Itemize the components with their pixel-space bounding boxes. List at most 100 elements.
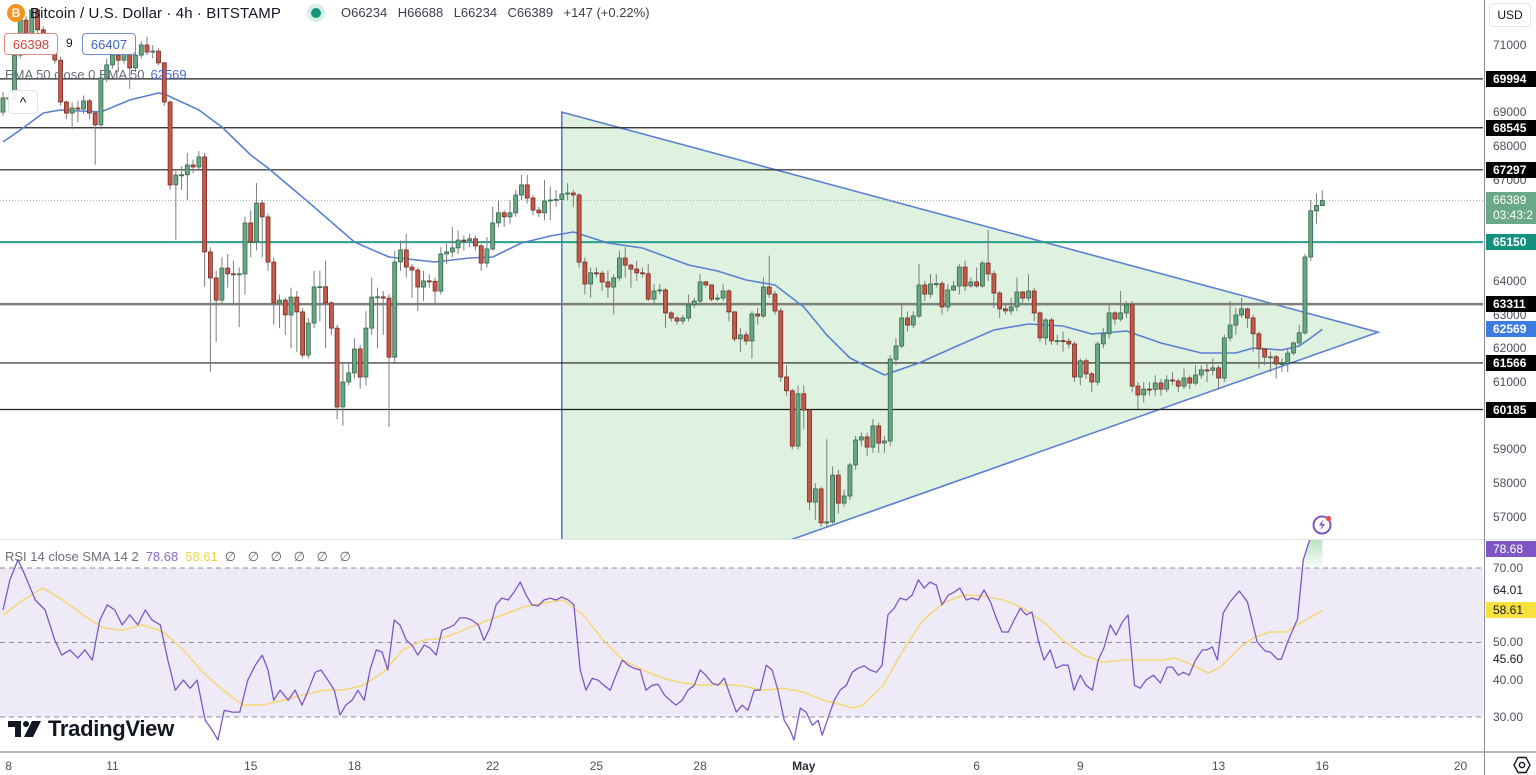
candle-body (686, 304, 691, 319)
candle-body (853, 439, 858, 466)
candle-body (997, 292, 1003, 310)
rsi-line (2, 540, 1312, 741)
time-tick-label: 25 (589, 759, 604, 773)
price-level-label[interactable]: 62569 (1486, 321, 1536, 338)
rsi-legend[interactable]: RSI 14 close SMA 14 2 78.68 58.61 ∅ ∅ ∅ ∅ ∅… (5, 549, 355, 565)
price-level-label[interactable]: 65150 (1486, 234, 1536, 251)
collapse-legend-button[interactable]: ^ (8, 90, 38, 114)
candle-body (1175, 380, 1181, 387)
ema-50-line (2, 92, 1323, 376)
buy-button[interactable]: 66407 (82, 33, 136, 55)
sell-button[interactable]: 66398 (4, 33, 58, 55)
currency-selector[interactable]: USD (1489, 3, 1531, 27)
candle-down (622, 247, 628, 278)
candle-body (1262, 348, 1268, 358)
price-level-label[interactable]: 69994 (1486, 70, 1536, 87)
candle-up (311, 270, 317, 329)
price-level-label[interactable]: 61566 (1486, 354, 1536, 371)
candle-body (265, 216, 271, 263)
price-tick-label: 62000 (1493, 341, 1527, 356)
ema-legend[interactable]: EMA 50 close 0 EMA 50 62569 (5, 67, 187, 82)
candle-body (668, 312, 674, 319)
candle-body (703, 281, 709, 286)
symbol-title[interactable]: Bitcoin / U.S. Dollar · 4h · BITSTAMP (30, 4, 281, 22)
candle-body (161, 62, 167, 103)
close-value: C66389 (507, 5, 554, 20)
candle-body (928, 283, 933, 295)
symbol-legend[interactable]: B Bitcoin / U.S. Dollar · 4h · BITSTAMP … (7, 4, 656, 22)
candle-down (282, 297, 288, 335)
candle-body (334, 327, 340, 408)
candle-down (628, 264, 634, 288)
candle-body (1118, 312, 1123, 320)
price-level-label[interactable]: 67297 (1486, 161, 1536, 178)
candle-body (588, 272, 593, 285)
candle-down (115, 51, 121, 72)
candle-body (570, 192, 576, 196)
rsi-value-marker[interactable]: 78.68 (1486, 541, 1536, 557)
candle-down (922, 280, 928, 302)
candle-body (110, 54, 115, 66)
candle-down (743, 331, 749, 345)
candle-body (749, 313, 755, 342)
lightning-alert-icon[interactable] (1310, 513, 1334, 537)
candle-up (375, 287, 380, 349)
candle-up (588, 267, 593, 298)
candle-down (1175, 378, 1181, 393)
candle-body (1129, 304, 1135, 387)
spread-value: 9 (66, 36, 73, 50)
candle-down (732, 311, 737, 342)
candle-up (1314, 193, 1319, 224)
candle-up (1043, 318, 1049, 345)
time-tick-label: 6 (973, 759, 980, 773)
candle-up (738, 328, 743, 352)
candle-body (732, 311, 737, 340)
candle-down (599, 270, 605, 292)
price-level-label[interactable]: 63311 (1486, 296, 1536, 313)
price-pane (0, 7, 1483, 539)
candle-body (715, 297, 720, 300)
candle-up (288, 287, 294, 349)
price-level-label[interactable]: 60185 (1486, 401, 1536, 418)
tradingview-logo[interactable]: TradingView (8, 716, 174, 742)
candle-down (1256, 331, 1262, 369)
candle-body (432, 280, 438, 292)
price-level-label[interactable]: 68545 (1486, 119, 1536, 136)
candle-up (1077, 358, 1083, 386)
candle-down (674, 316, 680, 325)
candle-body (824, 521, 830, 524)
candle-body (449, 247, 455, 253)
rsi-sma-legend-value: 58.61 (185, 549, 218, 564)
candle-up (847, 462, 853, 501)
candle-up (438, 247, 444, 295)
candle-down (726, 289, 732, 322)
candle-up (1319, 190, 1325, 206)
candle-up (1285, 348, 1291, 372)
tradingview-wordmark: TradingView (48, 716, 174, 741)
rsi-value-marker[interactable]: 58.61 (1486, 602, 1536, 619)
candle-body (542, 200, 547, 214)
candle-body (363, 327, 369, 378)
candle-body (323, 286, 329, 304)
candle-up (179, 166, 185, 190)
settings-icon[interactable] (1512, 755, 1532, 775)
current-price-label[interactable]: 66389 03:43:2 (1486, 192, 1536, 225)
candle-body (1239, 308, 1244, 316)
bitcoin-icon: B (7, 4, 25, 22)
ohlc-values: O66234 H66688 L66234 C66389 +147 (+0.22%… (341, 4, 656, 22)
candle-up (236, 267, 242, 328)
candle-down (294, 291, 300, 352)
candle-body (213, 277, 219, 301)
candle-body (421, 280, 426, 288)
time-tick-label: May (792, 759, 816, 773)
candle-body (645, 273, 651, 300)
candle-down (876, 422, 882, 453)
candle-down (663, 287, 668, 329)
candle-down (1158, 378, 1164, 396)
candle-up (1118, 291, 1123, 322)
candle-down (248, 210, 254, 258)
candle-down (801, 385, 807, 430)
candle-body (351, 348, 357, 374)
candle-up (830, 466, 835, 524)
